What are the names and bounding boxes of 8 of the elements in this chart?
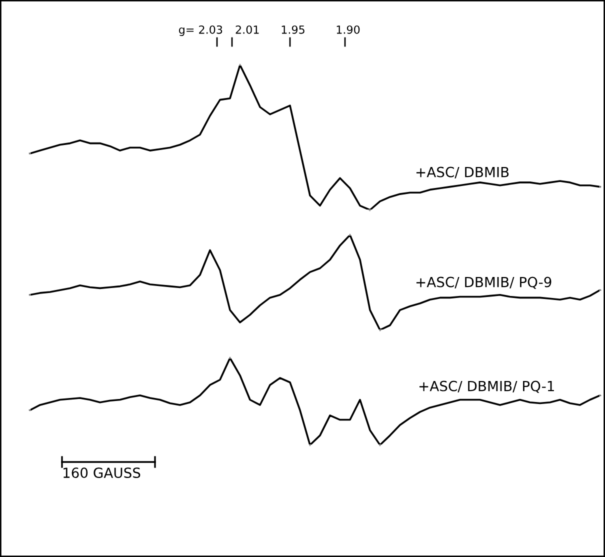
text: g= 2.03: [178, 25, 222, 36]
text: 2.01: [236, 25, 259, 34]
series-label: +ASC/ DBMIB/ PQ-1: [419, 380, 554, 393]
text: 1.90: [336, 25, 360, 34]
text: 160 GAUSS: [64, 468, 140, 478]
series-label: +ASC/ DBMIB/ PQ-9: [416, 276, 552, 289]
series-label: +ASC/ DBMIB: [416, 166, 509, 178]
text: 1.95: [282, 25, 304, 34]
